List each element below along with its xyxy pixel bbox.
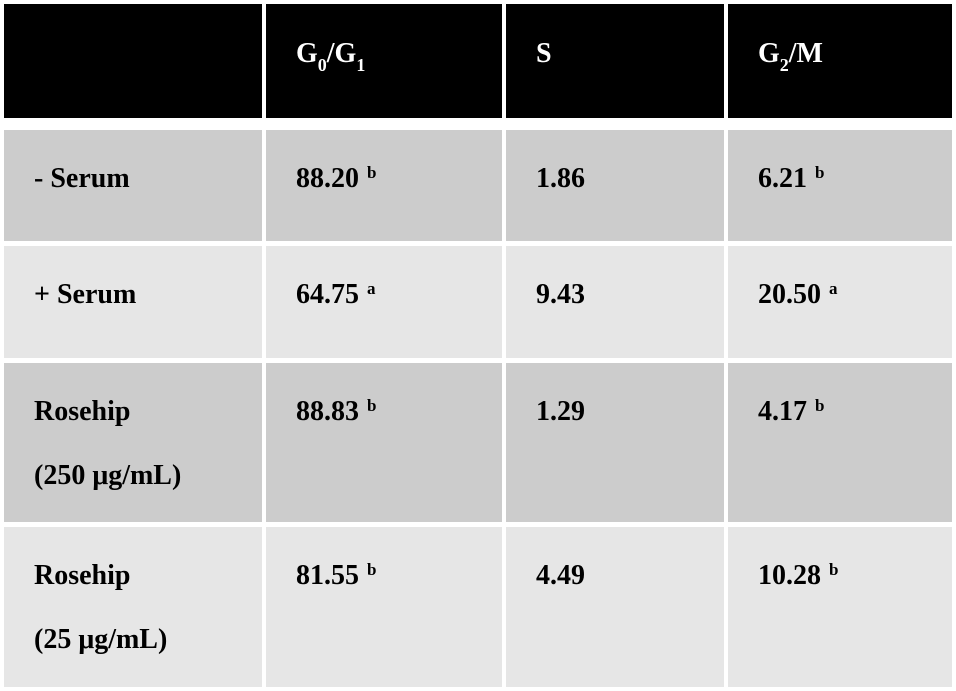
cell-g2m-superscript: b	[815, 396, 825, 415]
cell-g2m: 10.28 b	[728, 527, 952, 687]
cell-g0g1-value: 64.75	[296, 279, 359, 310]
cell-g2m-value: 10.28	[758, 560, 821, 591]
header-g0g1: G0/G1	[266, 4, 502, 118]
cell-s: 1.86	[506, 130, 724, 241]
cell-g0g1-superscript: a	[367, 279, 376, 298]
header-g0g1-g: G	[296, 38, 318, 69]
row-label-line2: (25 μg/mL)	[34, 624, 168, 655]
cell-g0g1: 64.75 a	[266, 246, 502, 358]
cell-s-value: 1.29	[536, 396, 585, 427]
cell-g2m-superscript: b	[829, 560, 839, 579]
header-s: S	[506, 4, 724, 118]
header-empty-cell	[4, 4, 262, 118]
header-g2m-sub2: 2	[779, 55, 789, 75]
cell-g0g1: 81.55 b	[266, 527, 502, 687]
cell-g0g1-value: 81.55	[296, 560, 359, 591]
cell-g0g1-value: 88.20	[296, 163, 359, 194]
cell-g2m: 20.50 a	[728, 246, 952, 358]
row-label-line1: + Serum	[34, 279, 137, 310]
cell-s-value: 9.43	[536, 279, 585, 310]
cell-s: 4.49	[506, 527, 724, 687]
header-g2m-rest: /M	[788, 38, 823, 69]
header-g0g1-sub0: 0	[317, 55, 327, 75]
cell-g0g1: 88.83 b	[266, 363, 502, 522]
cell-g2m: 6.21 b	[728, 130, 952, 241]
cell-g2m-superscript: a	[829, 279, 838, 298]
cell-g2m-value: 6.21	[758, 163, 807, 194]
cell-s: 1.29	[506, 363, 724, 522]
cell-g0g1: 88.20 b	[266, 130, 502, 241]
row-label: Rosehip (25 μg/mL)	[4, 527, 262, 687]
row-label: - Serum	[4, 130, 262, 241]
header-g2m: G2/M	[728, 4, 952, 118]
cell-s-value: 4.49	[536, 560, 585, 591]
cell-g2m-superscript: b	[815, 163, 825, 182]
cell-g0g1-superscript: b	[367, 163, 377, 182]
header-g0g1-slash-g: /G	[326, 38, 357, 69]
row-label-line2: (250 μg/mL)	[34, 460, 182, 491]
cell-g0g1-value: 88.83	[296, 396, 359, 427]
cell-s-value: 1.86	[536, 163, 585, 194]
row-label-line1: - Serum	[34, 163, 130, 194]
cell-g2m: 4.17 b	[728, 363, 952, 522]
row-label: + Serum	[4, 246, 262, 358]
header-g0g1-sub1: 1	[356, 55, 366, 75]
row-label: Rosehip (250 μg/mL)	[4, 363, 262, 522]
cell-s: 9.43	[506, 246, 724, 358]
cell-g2m-value: 4.17	[758, 396, 807, 427]
row-label-line1: Rosehip	[34, 560, 131, 591]
cell-g0g1-superscript: b	[367, 396, 377, 415]
row-label-line1: Rosehip	[34, 396, 131, 427]
header-g2m-g: G	[758, 38, 780, 69]
cell-g2m-value: 20.50	[758, 279, 821, 310]
cell-g0g1-superscript: b	[367, 560, 377, 579]
